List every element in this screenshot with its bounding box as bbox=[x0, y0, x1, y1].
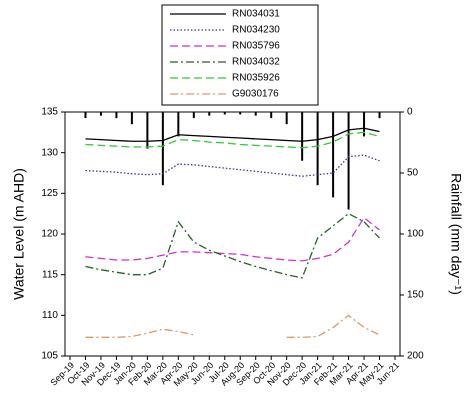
rainfall-bar bbox=[316, 112, 319, 186]
rainfall-bar bbox=[254, 112, 257, 116]
series-line bbox=[85, 131, 380, 149]
y2-tick-label: 150 bbox=[407, 290, 424, 301]
series-line bbox=[85, 212, 380, 279]
y-tick-label: 125 bbox=[41, 188, 58, 199]
y2-axis-label: Rainfall (mm day⁻¹) bbox=[448, 173, 464, 295]
series-line bbox=[85, 216, 380, 262]
plot-frame bbox=[64, 111, 401, 357]
rainfall-bar bbox=[146, 112, 149, 149]
series-line bbox=[85, 314, 380, 338]
legend-label: RN035926 bbox=[232, 73, 280, 84]
y-axis-label: Water Level (m AHD) bbox=[11, 168, 27, 300]
y-tick-label: 135 bbox=[41, 107, 58, 118]
rainfall-bar bbox=[177, 112, 180, 137]
rainfall-bar bbox=[270, 112, 273, 119]
rainfall-bar bbox=[301, 112, 304, 161]
rainfall-bar bbox=[208, 112, 211, 116]
rainfall-bar bbox=[161, 112, 164, 186]
y-tick-label: 120 bbox=[41, 229, 58, 240]
legend-label: RN034032 bbox=[232, 57, 280, 68]
rainfall-bar bbox=[378, 112, 381, 119]
y-tick-label: 105 bbox=[41, 351, 58, 362]
rainfall-bar bbox=[192, 112, 195, 119]
series-line bbox=[85, 154, 380, 177]
rainfall-bar bbox=[363, 112, 366, 137]
rainfall-bar bbox=[332, 112, 335, 198]
rainfall-bar bbox=[239, 112, 242, 115]
rainfall-bar bbox=[99, 112, 102, 116]
y-tick-label: 130 bbox=[41, 147, 58, 158]
legend-label: G9030176 bbox=[232, 89, 279, 100]
legend-label: RN034230 bbox=[232, 25, 280, 36]
y2-tick-label: 100 bbox=[407, 229, 424, 240]
y2-tick-label: 200 bbox=[407, 351, 424, 362]
y-tick-label: 110 bbox=[42, 310, 58, 321]
legend-label: RN034031 bbox=[232, 9, 280, 20]
series-line bbox=[85, 127, 380, 142]
y-tick-label: 115 bbox=[42, 269, 58, 280]
y2-tick-label: 50 bbox=[407, 168, 419, 179]
rainfall-bar bbox=[130, 112, 133, 125]
rainfall-bar bbox=[84, 112, 87, 119]
rainfall-bar bbox=[285, 112, 288, 125]
legend-box bbox=[161, 4, 319, 106]
rainfall-bar bbox=[115, 112, 118, 119]
rainfall-bar bbox=[347, 112, 350, 210]
legend-label: RN035796 bbox=[232, 41, 280, 52]
y2-tick-label: 0 bbox=[407, 107, 413, 118]
rainfall-bar bbox=[223, 112, 226, 115]
